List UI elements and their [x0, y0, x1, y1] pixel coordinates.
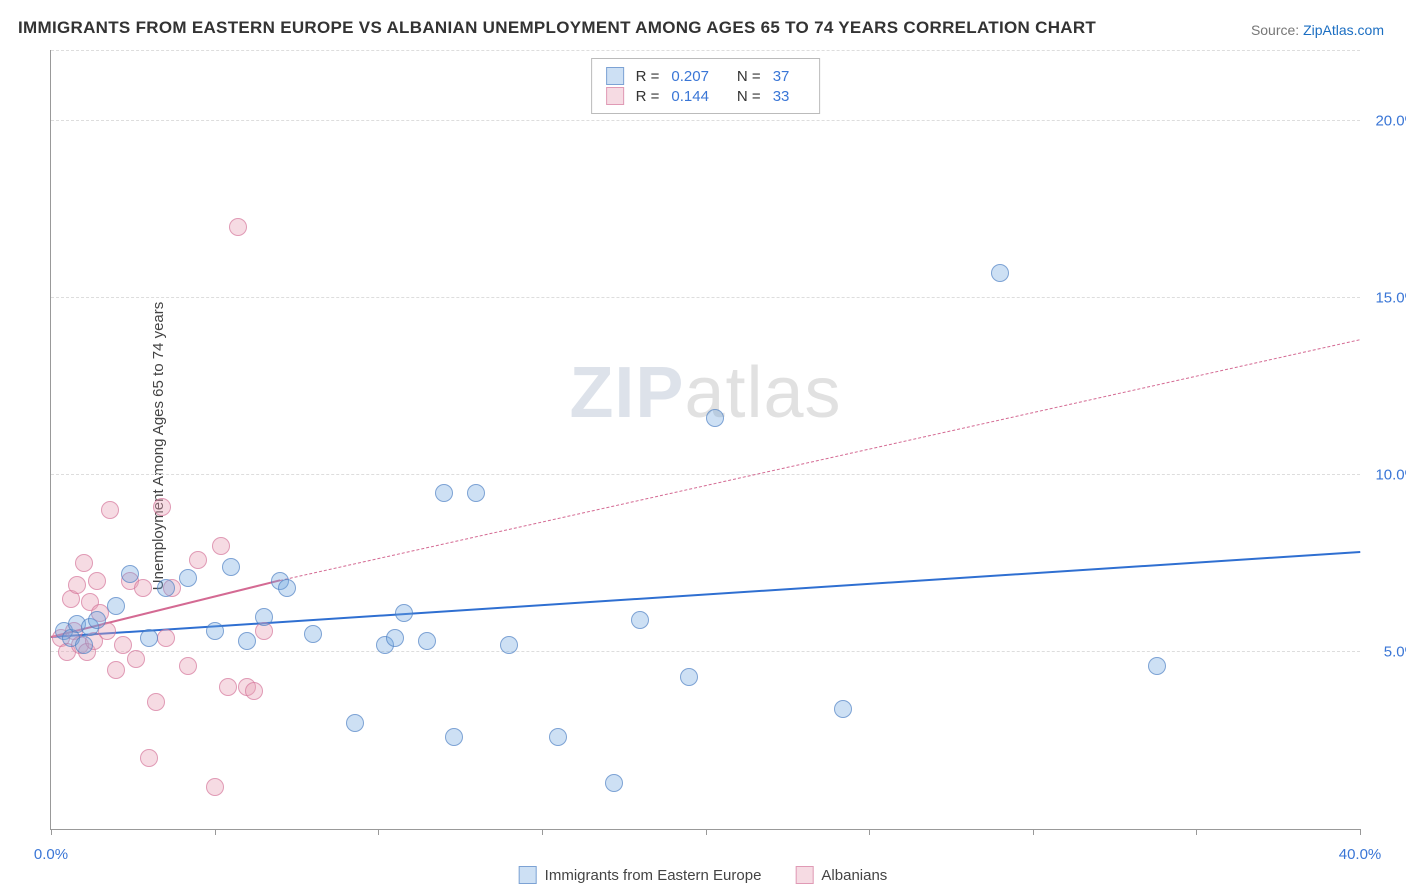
scatter-point-eastern_europe	[834, 700, 852, 718]
y-tick-label: 15.0%	[1375, 289, 1406, 306]
scatter-plot-area: ZIPatlas R = 0.207 N = 37 R = 0.144 N = …	[50, 50, 1360, 830]
scatter-point-eastern_europe	[395, 604, 413, 622]
scatter-point-eastern_europe	[88, 611, 106, 629]
scatter-point-eastern_europe	[140, 629, 158, 647]
trend-line	[51, 551, 1360, 638]
scatter-point-eastern_europe	[386, 629, 404, 647]
r-value-eastern-europe: 0.207	[671, 68, 709, 85]
scatter-point-albanians	[147, 693, 165, 711]
scatter-point-albanians	[229, 218, 247, 236]
scatter-point-albanians	[189, 551, 207, 569]
swatch-eastern-europe	[519, 866, 537, 884]
chart-title: IMMIGRANTS FROM EASTERN EUROPE VS ALBANI…	[18, 18, 1096, 38]
watermark: ZIPatlas	[569, 352, 841, 434]
scatter-point-albanians	[179, 657, 197, 675]
scatter-point-albanians	[134, 579, 152, 597]
scatter-point-albanians	[127, 650, 145, 668]
source-link[interactable]: ZipAtlas.com	[1303, 22, 1384, 38]
scatter-point-albanians	[212, 537, 230, 555]
scatter-point-eastern_europe	[75, 636, 93, 654]
scatter-point-albanians	[157, 629, 175, 647]
swatch-eastern-europe	[606, 67, 624, 85]
gridline	[51, 474, 1360, 475]
n-label: N =	[737, 68, 761, 85]
gridline	[51, 297, 1360, 298]
r-label: R =	[636, 88, 660, 105]
scatter-point-albanians	[75, 554, 93, 572]
scatter-point-albanians	[153, 498, 171, 516]
source-prefix: Source:	[1251, 22, 1303, 38]
scatter-point-eastern_europe	[346, 714, 364, 732]
x-tick	[51, 829, 52, 835]
gridline	[51, 50, 1360, 51]
scatter-point-albanians	[107, 661, 125, 679]
x-tick	[1033, 829, 1034, 835]
scatter-point-eastern_europe	[238, 632, 256, 650]
x-tick	[378, 829, 379, 835]
scatter-point-eastern_europe	[631, 611, 649, 629]
scatter-point-eastern_europe	[157, 579, 175, 597]
scatter-point-albanians	[206, 778, 224, 796]
stats-legend-row: R = 0.207 N = 37	[606, 67, 806, 85]
legend-item-albanians: Albanians	[795, 866, 887, 884]
scatter-point-eastern_europe	[605, 774, 623, 792]
legend-label-eastern-europe: Immigrants from Eastern Europe	[545, 867, 762, 884]
scatter-point-eastern_europe	[206, 622, 224, 640]
scatter-point-eastern_europe	[991, 264, 1009, 282]
scatter-point-eastern_europe	[418, 632, 436, 650]
gridline	[51, 120, 1360, 121]
y-tick-label: 20.0%	[1375, 112, 1406, 129]
scatter-point-eastern_europe	[706, 409, 724, 427]
stats-legend: R = 0.207 N = 37 R = 0.144 N = 33	[591, 58, 821, 114]
swatch-albanians	[795, 866, 813, 884]
y-tick-label: 5.0%	[1384, 643, 1406, 660]
series-legend: Immigrants from Eastern Europe Albanians	[519, 866, 888, 884]
r-value-albanians: 0.144	[671, 88, 709, 105]
legend-label-albanians: Albanians	[821, 867, 887, 884]
x-tick-label: 0.0%	[34, 846, 68, 863]
scatter-point-albanians	[140, 749, 158, 767]
scatter-point-eastern_europe	[304, 625, 322, 643]
n-label: N =	[737, 88, 761, 105]
n-value-albanians: 33	[773, 88, 790, 105]
source-attribution: Source: ZipAtlas.com	[1251, 22, 1384, 38]
scatter-point-eastern_europe	[500, 636, 518, 654]
scatter-point-eastern_europe	[680, 668, 698, 686]
scatter-point-albanians	[88, 572, 106, 590]
scatter-point-eastern_europe	[179, 569, 197, 587]
trend-line	[280, 339, 1360, 581]
x-tick	[215, 829, 216, 835]
scatter-point-eastern_europe	[278, 579, 296, 597]
gridline	[51, 651, 1360, 652]
scatter-point-eastern_europe	[445, 728, 463, 746]
scatter-point-eastern_europe	[121, 565, 139, 583]
scatter-point-eastern_europe	[107, 597, 125, 615]
x-tick	[869, 829, 870, 835]
x-tick	[1196, 829, 1197, 835]
scatter-point-eastern_europe	[255, 608, 273, 626]
r-label: R =	[636, 68, 660, 85]
scatter-point-albanians	[68, 576, 86, 594]
watermark-zip: ZIP	[569, 353, 684, 433]
x-tick	[1360, 829, 1361, 835]
legend-item-eastern-europe: Immigrants from Eastern Europe	[519, 866, 762, 884]
x-tick	[542, 829, 543, 835]
y-tick-label: 10.0%	[1375, 466, 1406, 483]
x-tick-label: 40.0%	[1339, 846, 1382, 863]
scatter-point-eastern_europe	[549, 728, 567, 746]
x-tick	[706, 829, 707, 835]
stats-legend-row: R = 0.144 N = 33	[606, 87, 806, 105]
n-value-eastern-europe: 37	[773, 68, 790, 85]
scatter-point-albanians	[219, 678, 237, 696]
scatter-point-albanians	[101, 501, 119, 519]
scatter-point-albanians	[245, 682, 263, 700]
swatch-albanians	[606, 87, 624, 105]
scatter-point-eastern_europe	[435, 484, 453, 502]
scatter-point-eastern_europe	[1148, 657, 1166, 675]
scatter-point-eastern_europe	[467, 484, 485, 502]
scatter-point-eastern_europe	[222, 558, 240, 576]
